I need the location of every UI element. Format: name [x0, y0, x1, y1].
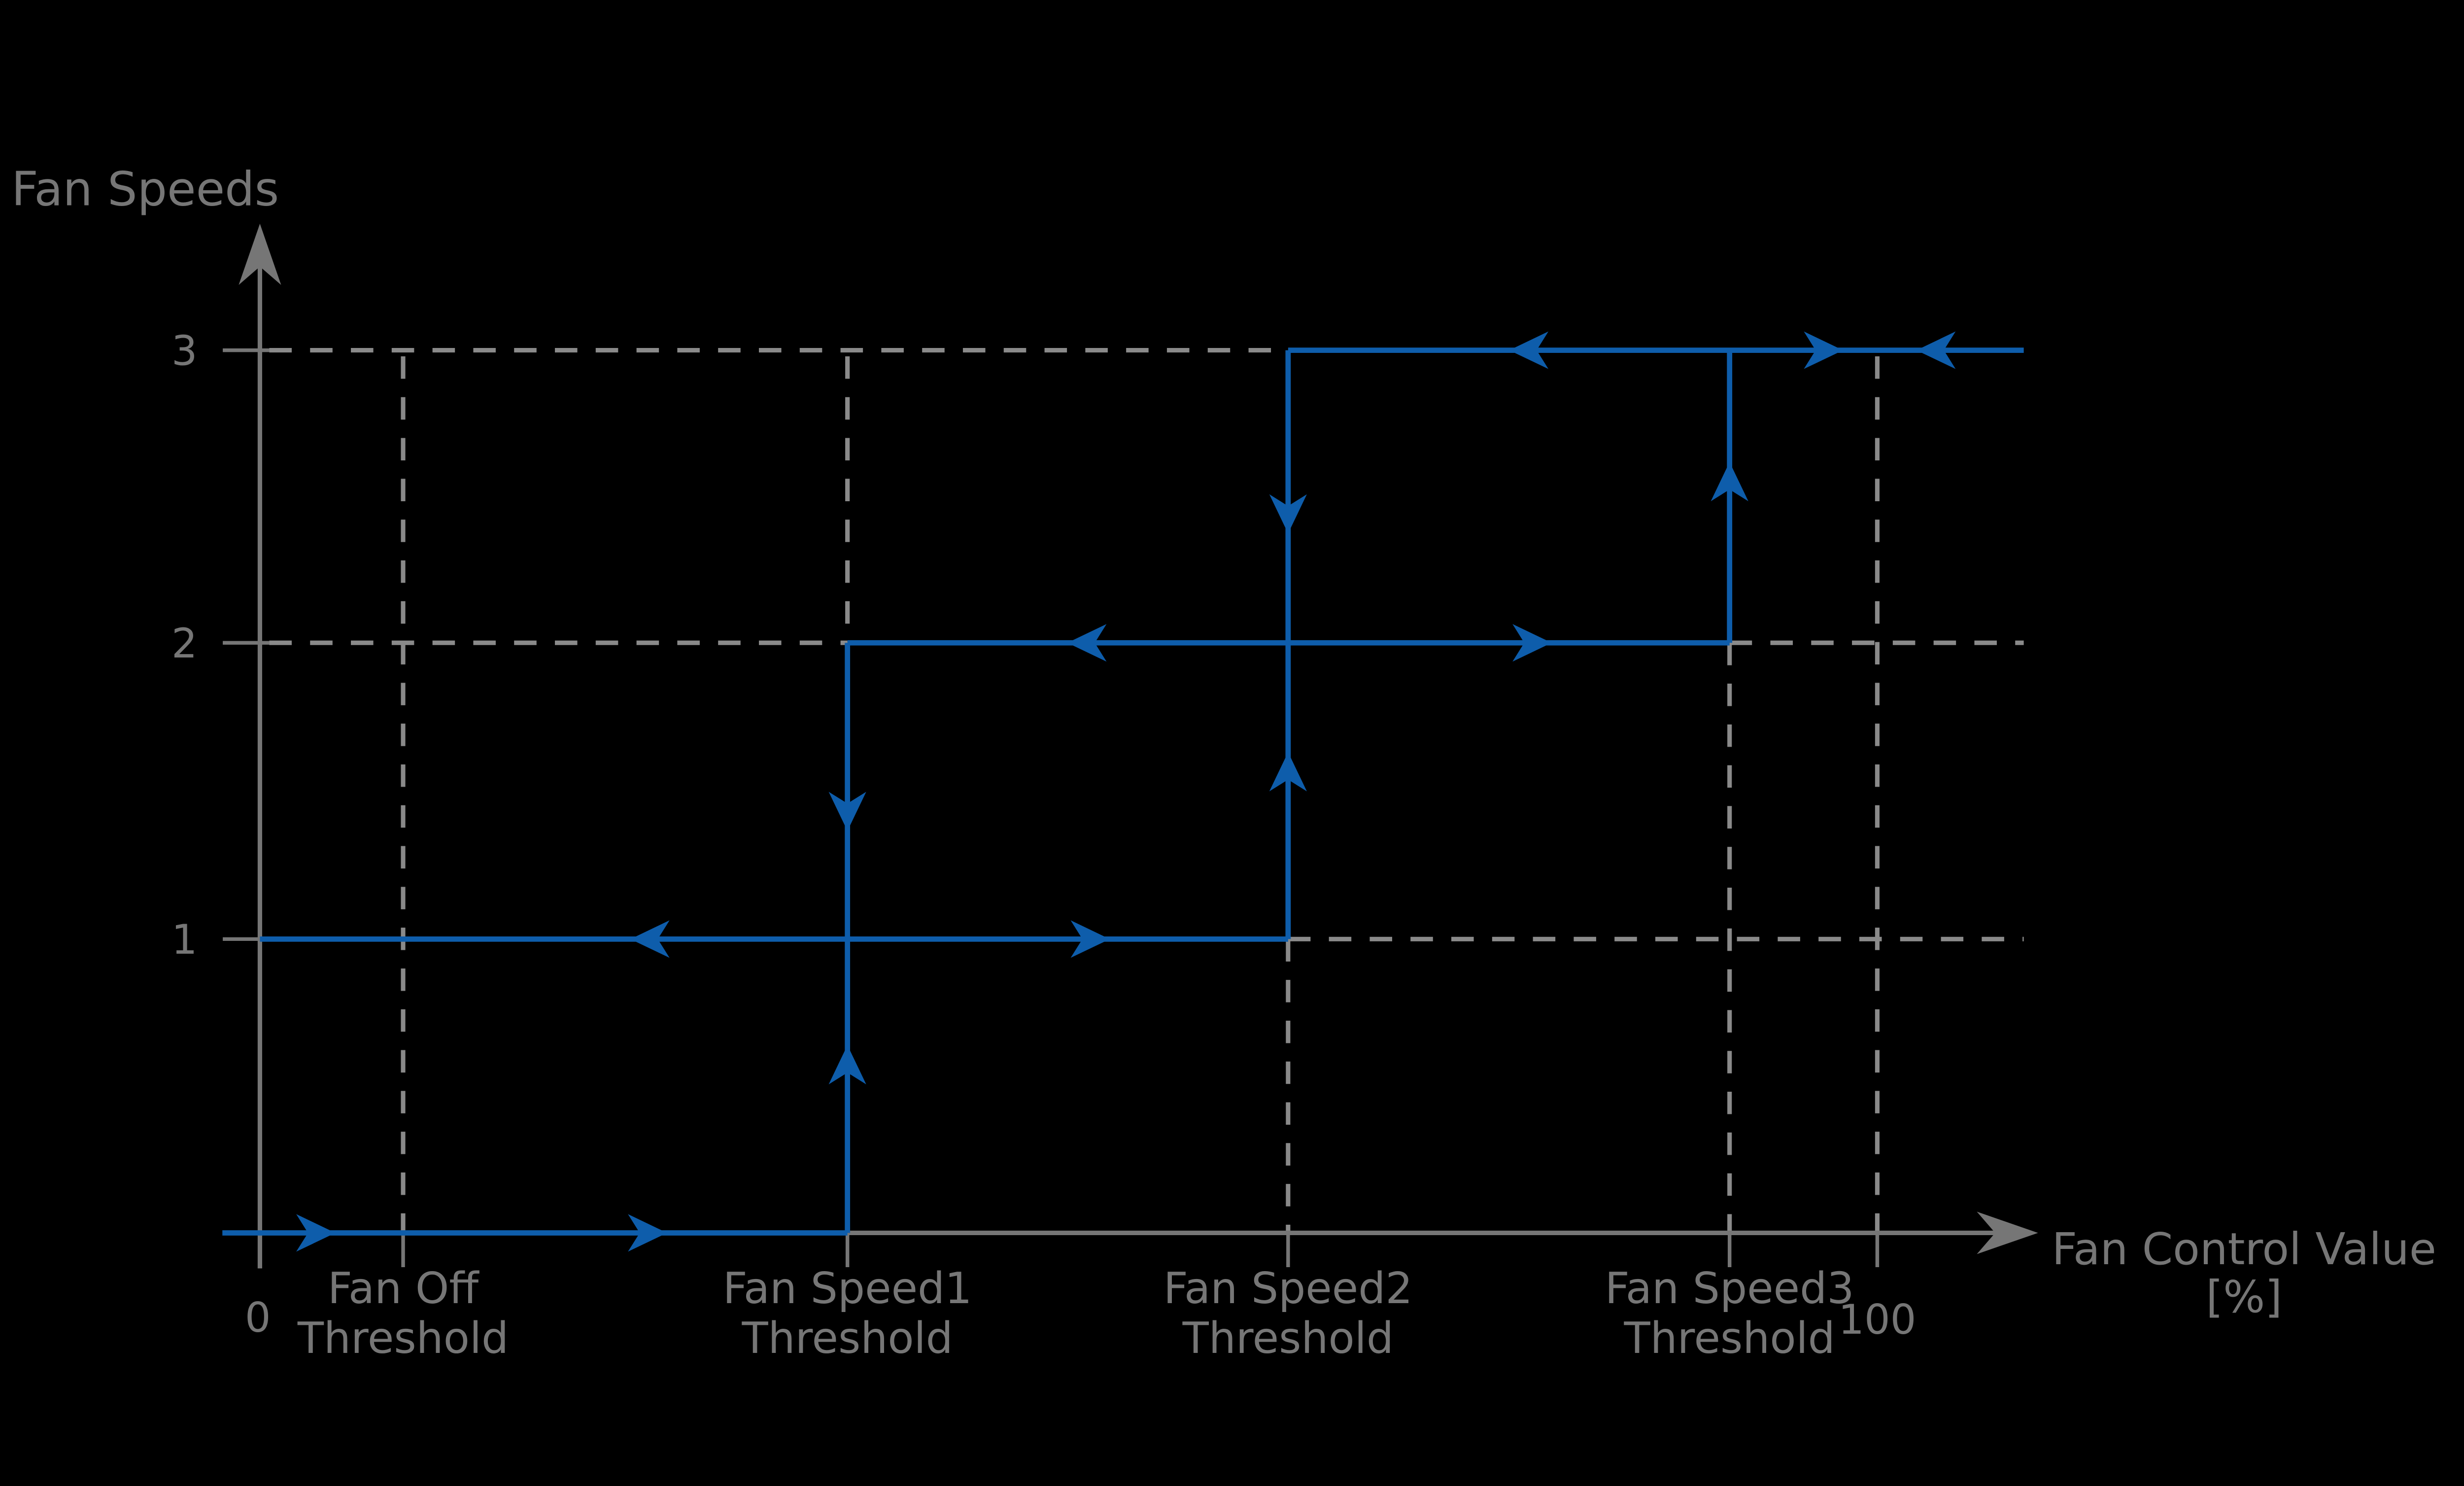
fan-speed3-threshold-label-line2: Threshold	[1623, 1313, 1835, 1363]
hysteresis-curve-layer	[222, 331, 2024, 1252]
x-tick-label-0: 0	[245, 1294, 271, 1342]
curve-direction-arrowhead-icon	[296, 1214, 336, 1252]
curve-direction-arrowhead-icon	[828, 1045, 866, 1085]
curve-direction-arrowhead-icon	[1711, 462, 1748, 501]
y-tick-label-3: 3	[171, 327, 198, 375]
chart-title: Fan Speeds	[11, 163, 279, 217]
fan-speed1-threshold-label-line1: Fan Speed1	[723, 1263, 972, 1313]
x-axis-label-line1: Fan Control Value	[2052, 1224, 2436, 1275]
curve-direction-arrowhead-icon	[630, 920, 670, 958]
curve-direction-arrowhead-icon	[628, 1214, 667, 1252]
x-axis-label-line2: [%]	[2206, 1272, 2282, 1323]
curve-direction-arrowhead-icon	[1269, 494, 1307, 534]
curve-direction-arrowhead-icon	[1070, 920, 1110, 958]
gridlines-layer	[269, 348, 2024, 1233]
fan-speed3-threshold-label-line1: Fan Speed3	[1605, 1263, 1854, 1313]
y-axis-arrowhead-icon	[239, 223, 281, 285]
curve-direction-arrowhead-icon	[1804, 331, 1843, 369]
y-tick-label-2: 2	[171, 620, 198, 667]
fan-speed2-threshold-label-line2: Threshold	[1182, 1313, 1394, 1363]
curve-direction-arrowhead-icon	[1509, 331, 1549, 369]
fan-speed2-threshold-label-line1: Fan Speed2	[1164, 1263, 1413, 1313]
curve-direction-arrowhead-icon	[1916, 331, 1956, 369]
fan-off-threshold-label-line2: Threshold	[297, 1313, 509, 1363]
curve-direction-arrowhead-icon	[1269, 752, 1307, 792]
curve-direction-arrowhead-icon	[1067, 624, 1107, 662]
text-layer: Fan Speeds 3 2 1 0 Fan Off Threshold Fan…	[11, 163, 2436, 1363]
curve-direction-arrowhead-icon	[828, 792, 866, 831]
x-axis-arrowhead-icon	[1977, 1211, 2038, 1254]
x-tick-label-100: 100	[1838, 1296, 1916, 1344]
axes-layer	[223, 223, 2038, 1269]
fan-speed1-threshold-label-line2: Threshold	[741, 1313, 953, 1363]
fan-off-threshold-label-line1: Fan Off	[328, 1263, 479, 1313]
y-tick-label-1: 1	[171, 916, 198, 964]
curve-direction-arrowhead-icon	[1512, 624, 1552, 662]
